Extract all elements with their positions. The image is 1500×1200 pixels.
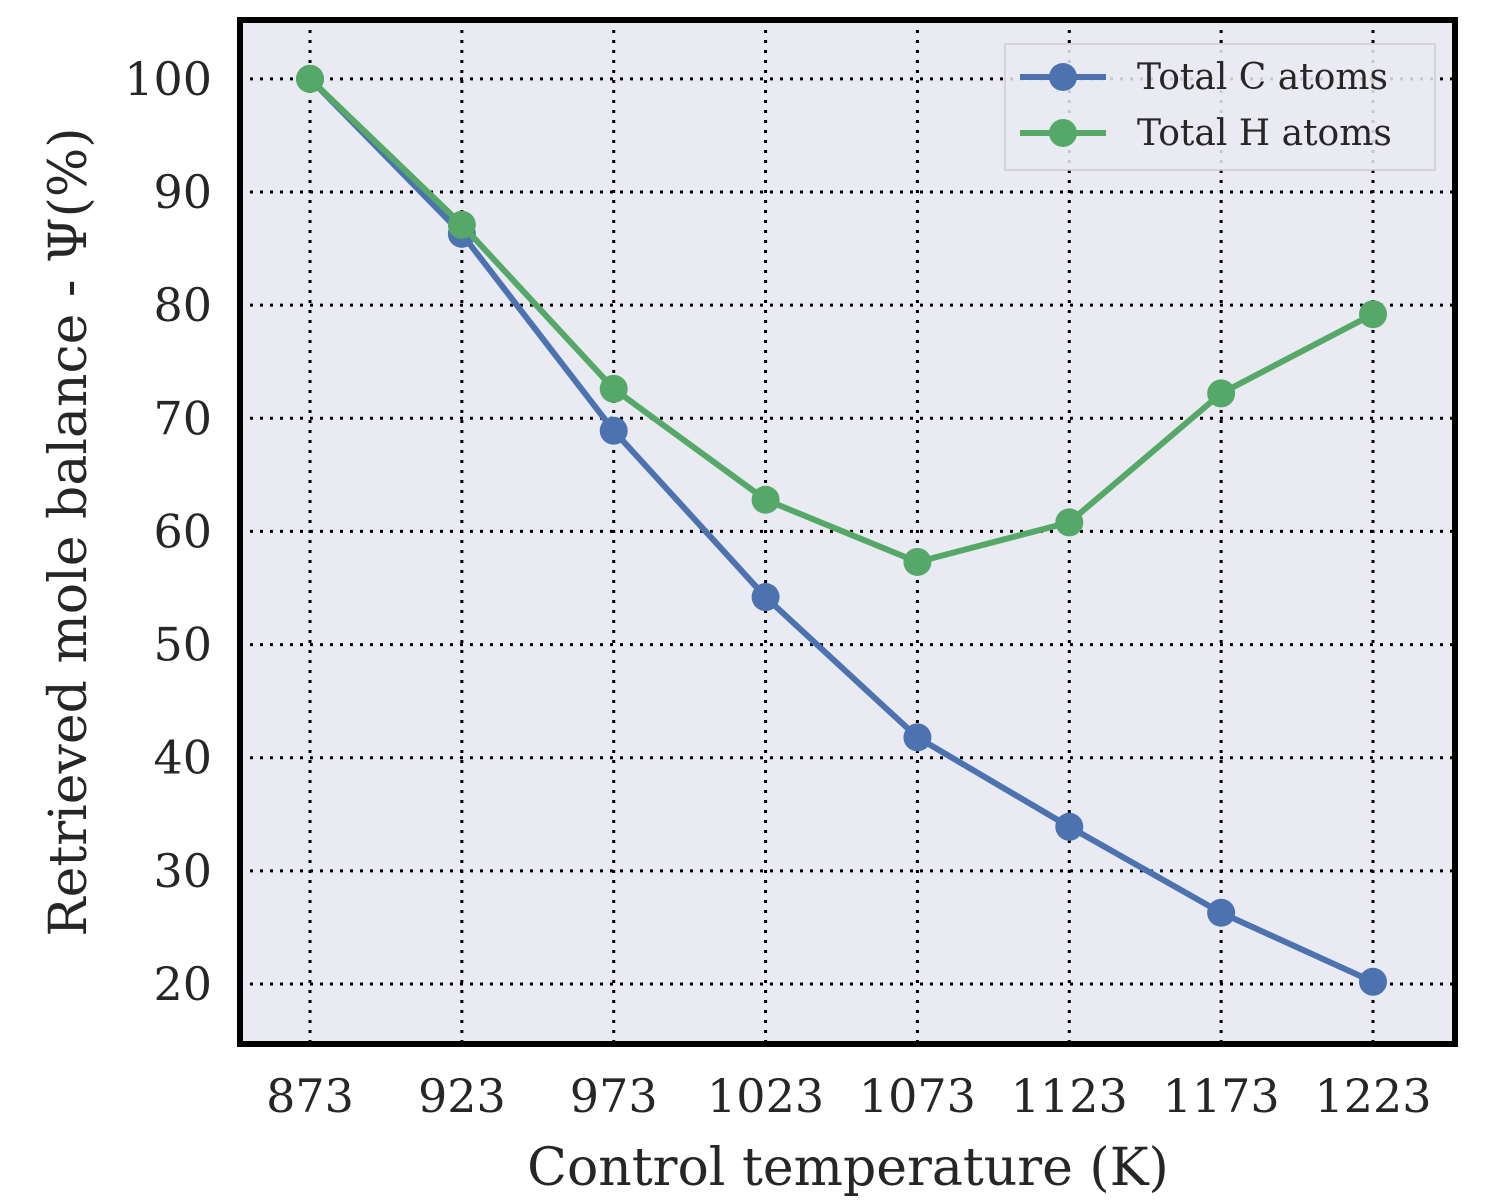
- y-tick-label: 90: [153, 165, 212, 219]
- x-tick-label: 873: [266, 1069, 354, 1123]
- data-point: [1055, 508, 1084, 537]
- y-tick-label: 100: [124, 52, 212, 106]
- data-point: [751, 485, 780, 514]
- x-tick-label: 973: [570, 1069, 658, 1123]
- legend-label: Total C atoms: [1137, 57, 1388, 98]
- x-axis-label: Control temperature (K): [527, 1138, 1169, 1198]
- data-point: [1207, 898, 1236, 927]
- x-tick-label: 1223: [1314, 1069, 1431, 1123]
- series-line: [307, 76, 1375, 985]
- y-tick-label: 20: [153, 957, 212, 1011]
- y-axis-label: Retrieved mole balance - Ψ(%): [39, 127, 99, 936]
- legend-marker: [1049, 119, 1077, 147]
- y-tick-label: 40: [153, 731, 212, 785]
- data-point: [751, 583, 780, 612]
- data-point: [599, 416, 628, 445]
- legend-box: [1004, 43, 1436, 171]
- legend-label: Total H atoms: [1137, 113, 1392, 154]
- data-point: [1055, 812, 1084, 841]
- data-point: [296, 64, 324, 93]
- plot-frame: [237, 17, 1458, 1047]
- y-tick-labels: 20 30 40 50 60 70 80 90 100: [124, 52, 212, 1011]
- grid-lines: [240, 20, 1455, 1044]
- data-point: [1359, 300, 1387, 329]
- y-tick-label: 60: [153, 504, 212, 558]
- data-point: [1359, 967, 1387, 996]
- y-tick-label: 50: [153, 618, 212, 672]
- data-point: [903, 723, 932, 752]
- data-point: [447, 210, 476, 239]
- legend: Total C atoms Total H atoms: [1004, 43, 1436, 171]
- data-point: [599, 374, 628, 403]
- y-tick-label: 80: [153, 278, 212, 332]
- data-point: [903, 547, 932, 576]
- series-total-h-atoms: [296, 64, 1387, 576]
- x-tick-label: 1123: [1011, 1069, 1128, 1123]
- x-tick-label: 923: [418, 1069, 506, 1123]
- y-tick-label: 70: [153, 391, 212, 445]
- legend-marker: [1049, 63, 1077, 91]
- data-point: [1207, 379, 1236, 408]
- y-tick-label: 30: [153, 844, 212, 898]
- x-tick-label: 1073: [859, 1069, 976, 1123]
- x-tick-labels: 873 923 973 1023 1073 1123 1173 1223: [266, 1069, 1431, 1123]
- x-tick-label: 1173: [1163, 1069, 1280, 1123]
- series-line: [307, 76, 1375, 565]
- data-series: [296, 64, 1387, 996]
- x-tick-label: 1023: [707, 1069, 824, 1123]
